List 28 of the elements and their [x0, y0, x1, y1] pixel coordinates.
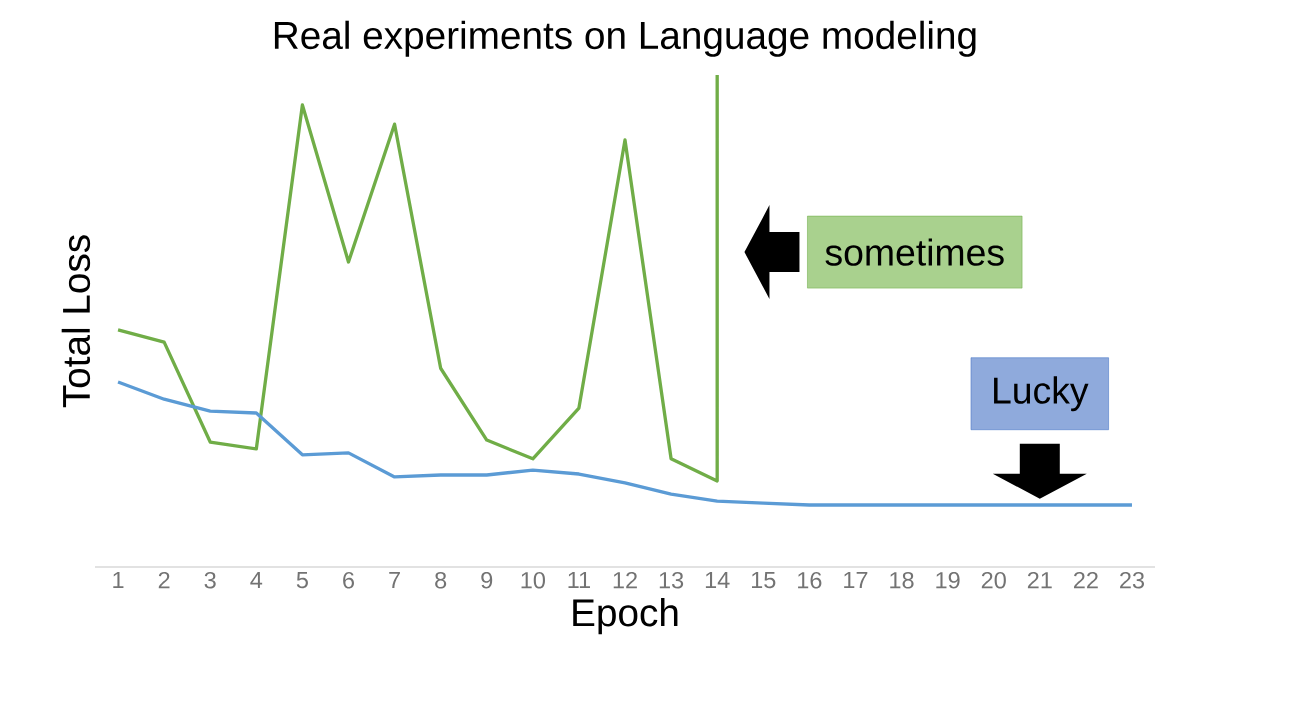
- x-tick-label: 20: [981, 571, 1006, 589]
- x-tick-label: 11: [568, 571, 590, 589]
- x-tick-label: 23: [1120, 571, 1145, 589]
- x-tick-label: 21: [1027, 571, 1052, 589]
- x-tick-label: 2: [158, 571, 170, 589]
- x-tick-label: 15: [751, 571, 776, 589]
- chart-title: Real experiments on Language modeling: [274, 20, 976, 57]
- x-tick-label: 12: [613, 571, 637, 589]
- x-tick-label: 10: [521, 571, 545, 589]
- x-tick-label: 9: [481, 571, 493, 589]
- x-tick-label: 5: [296, 571, 308, 589]
- x-axis-title: Epoch: [573, 598, 678, 635]
- x-tick-label: 3: [204, 571, 216, 589]
- annotation: sometimes: [825, 238, 1004, 266]
- x-tick-label: 17: [844, 571, 868, 589]
- x-tick-label: 6: [343, 571, 354, 589]
- x-tick-label: 16: [798, 571, 822, 589]
- x-tick-label: 18: [890, 571, 914, 589]
- x-tick-label: 4: [250, 571, 263, 589]
- x-tick-label: 19: [936, 571, 960, 589]
- x-tick-label: 14: [705, 571, 730, 589]
- x-tick-label: 22: [1073, 571, 1098, 589]
- x-tick-label: 7: [389, 571, 400, 589]
- x-tick-label: 1: [113, 571, 124, 589]
- x-tick-label: 8: [435, 571, 447, 589]
- annotation: Lucky: [994, 376, 1089, 412]
- y-axis-title: Total Loss: [61, 235, 91, 408]
- x-tick-label: 13: [659, 571, 684, 589]
